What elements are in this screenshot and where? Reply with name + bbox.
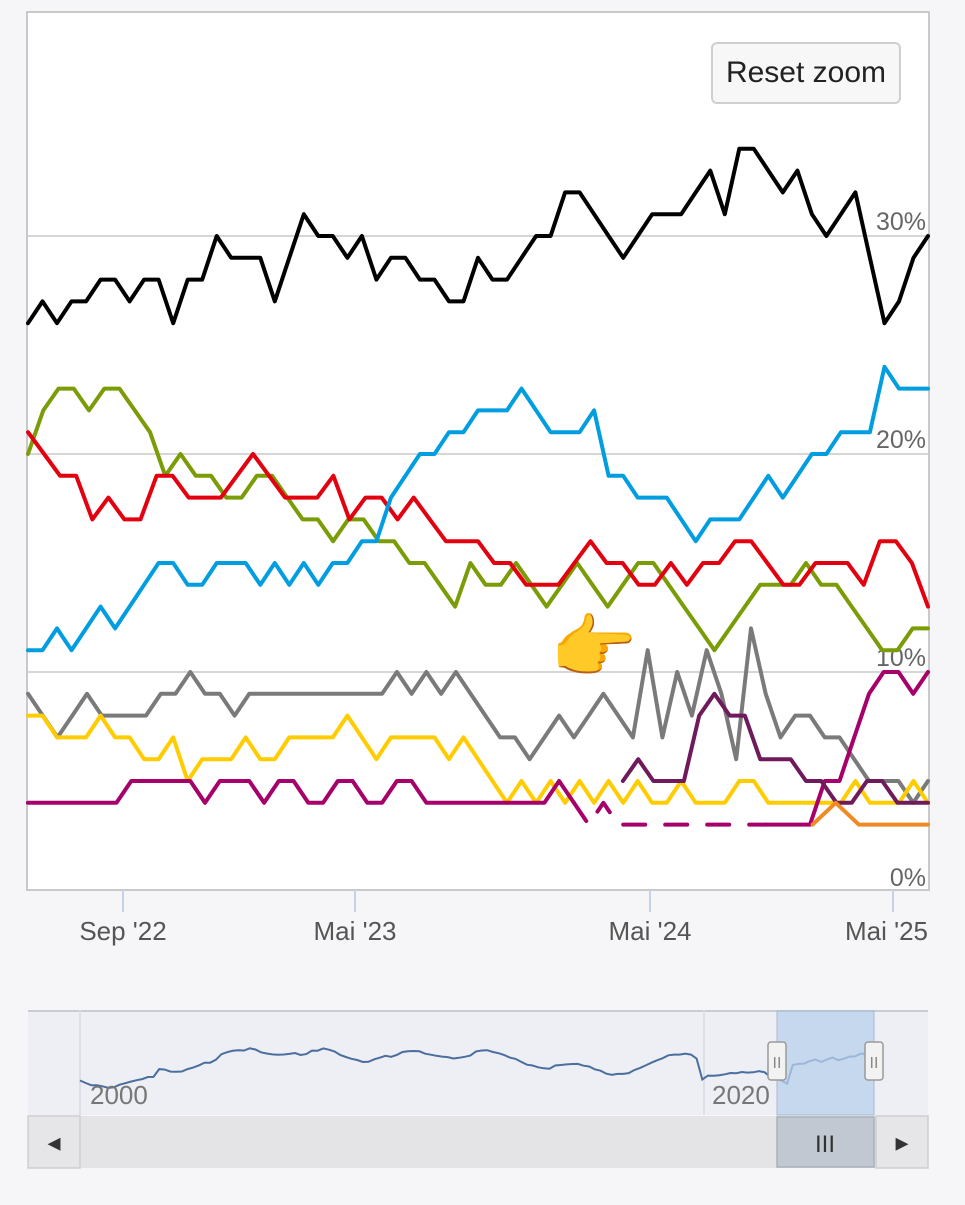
y-tick-label: 20% (876, 426, 926, 454)
series-line (26, 430, 930, 609)
scrollbar-grip-icon: III (815, 1131, 835, 1158)
scrollbar[interactable]: ◂ III ▸ (27, 1115, 929, 1169)
scroll-right-button[interactable] (875, 1115, 929, 1169)
series-lines (26, 146, 930, 827)
grid-lines (28, 235, 928, 673)
x-tick-label: Mai '25 (845, 916, 928, 946)
navigator-right-handle[interactable]: II (864, 1041, 884, 1081)
handle-grip: II (773, 1055, 782, 1072)
series-line (620, 691, 930, 805)
series-line (26, 364, 930, 653)
navigator-series-line (79, 1047, 873, 1089)
scrollbar-thumb[interactable] (776, 1116, 875, 1168)
y-tick-label: 0% (890, 864, 926, 892)
series-line (26, 386, 930, 653)
series-line (571, 800, 768, 827)
navigator[interactable]: 2000 2020 II II (28, 1010, 928, 1116)
series-line (26, 779, 576, 805)
series-line (26, 713, 930, 805)
navigator-tick-label: 2020 (712, 1080, 770, 1110)
x-axis: Sep '22 Mai '23 Mai '24 Mai '25 (79, 890, 928, 946)
navigator-selection[interactable] (776, 1010, 875, 1116)
scroll-right-arrow-icon: ▸ (895, 1127, 908, 1157)
pointing-hand-emoji: 👉 (550, 606, 638, 688)
series-line (763, 670, 930, 827)
x-tick-label: Mai '24 (608, 916, 691, 946)
navigator-tick-label: 2000 (90, 1080, 148, 1110)
series-line (810, 800, 930, 827)
navigator-left-handle[interactable]: II (767, 1041, 787, 1081)
scroll-left-button[interactable] (27, 1115, 81, 1169)
y-axis-labels: 0%10%20%30% (876, 208, 926, 892)
series-line (26, 626, 930, 805)
y-tick-label: 30% (876, 208, 926, 236)
series-line (26, 146, 930, 326)
x-tick-label: Sep '22 (79, 916, 166, 946)
handle-grip: II (870, 1055, 879, 1072)
x-tick-label: Mai '23 (313, 916, 396, 946)
reset-zoom-button[interactable]: Reset zoom (711, 42, 901, 104)
scroll-left-arrow-icon: ◂ (47, 1127, 60, 1157)
